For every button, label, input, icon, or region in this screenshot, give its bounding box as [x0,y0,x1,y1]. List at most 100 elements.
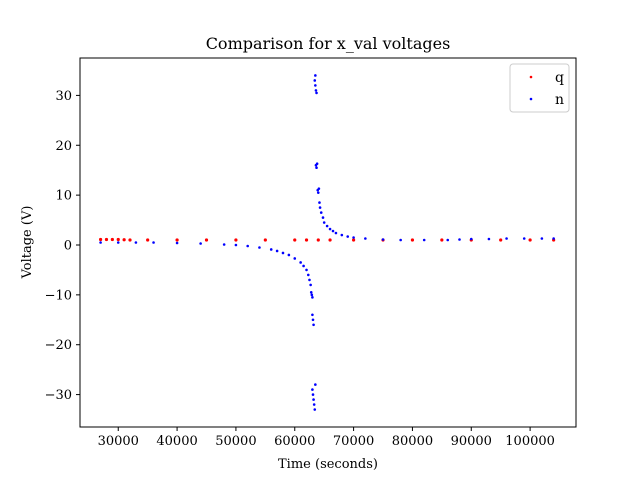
point-n-35 [314,89,318,92]
point-n-19 [308,278,311,282]
y-axis-label: Voltage (V) [20,206,35,280]
point-q-14 [328,238,332,242]
point-n-13 [287,253,291,257]
point-q-21 [528,238,532,242]
x-axis: 30000 40000 50000 60000 70000 80000 90000 10000… [98,427,555,449]
point-n-44 [318,201,321,204]
point-n-61 [458,238,461,241]
x-tick-label-5: 80000 [392,434,433,449]
point-n-48 [322,221,326,224]
point-n-65 [522,237,526,240]
point-n-12 [281,251,285,255]
y-tick-label-4: 10 [55,189,72,204]
point-n-50 [328,227,332,231]
x-tick-label-2: 50000 [215,434,256,449]
point-n-52 [334,231,338,235]
point-q-15 [351,238,356,242]
point-n-5 [199,242,202,245]
x-tick-label-7: 100000 [505,434,555,449]
y-tick-label-6: 30 [55,89,72,104]
y-tick-label-2: −10 [45,288,72,303]
point-q-7 [175,238,179,242]
x-tick-label-6: 90000 [451,434,492,449]
point-n-57 [381,238,385,241]
point-n-55 [352,236,355,239]
y-tick-label-1: −20 [45,338,72,353]
point-q-0 [98,237,103,242]
point-n-33 [313,79,317,82]
point-n-8 [246,244,249,248]
point-n-17 [305,268,308,272]
point-n-21 [309,291,313,294]
point-q-3 [116,237,120,242]
point-n-36 [315,91,318,95]
point-n-39 [315,166,318,169]
point-n-3 [152,241,155,244]
point-q-1 [104,237,109,242]
point-n-45 [318,206,322,209]
legend-marker-q [529,75,533,79]
point-n-0 [99,241,102,244]
legend-label-q: q [555,70,564,86]
point-n-42 [316,191,320,194]
series-n [99,74,555,411]
point-q-12 [304,238,309,242]
point-n-25 [311,318,315,322]
point-n-9 [258,246,261,249]
point-q-4 [122,238,126,242]
point-n-26 [312,323,315,327]
point-n-63 [487,237,491,241]
point-n-56 [364,237,367,240]
point-n-31 [313,408,317,411]
point-n-46 [319,211,323,214]
x-tick-label-1: 40000 [156,434,197,449]
point-n-20 [309,283,312,287]
chart-title: Comparison for x_val voltages [206,34,451,53]
point-n-40 [315,162,319,166]
point-n-15 [299,261,302,264]
point-q-9 [234,238,238,242]
plot-frame [79,57,577,428]
point-n-6 [222,243,226,246]
point-n-14 [293,257,297,260]
plot-area [79,57,577,428]
y-axis: −30 −20 −10 0 10 20 30 [45,89,80,403]
legend-marker-n [529,97,533,101]
point-q-10 [263,238,267,242]
point-q-20 [499,238,503,242]
point-n-59 [422,238,426,242]
point-q-18 [440,238,444,242]
point-n-7 [234,243,238,247]
point-q-2 [110,237,114,242]
point-n-10 [269,248,273,251]
legend-box [509,63,570,113]
point-n-32 [314,383,317,386]
point-n-2 [134,241,138,244]
y-tick-label-5: 20 [55,139,72,154]
x-tick-label-3: 60000 [274,434,315,449]
point-n-24 [311,313,314,317]
point-n-47 [321,216,325,219]
point-n-30 [312,403,316,406]
point-n-23 [311,296,314,299]
point-n-22 [310,293,314,297]
point-n-54 [346,235,350,238]
point-n-60 [446,238,450,242]
point-q-11 [293,238,297,242]
point-n-49 [325,224,329,228]
point-n-11 [275,249,279,253]
point-n-58 [399,238,402,242]
point-n-43 [317,187,321,190]
point-n-37 [314,74,317,77]
point-n-64 [505,237,508,240]
x-axis-label: Time (seconds) [278,457,378,472]
point-q-6 [146,238,150,242]
legend-label-n: n [555,92,564,108]
point-n-29 [312,398,315,401]
legend: qn [509,63,570,113]
point-n-34 [314,84,317,87]
point-n-18 [306,273,310,277]
point-q-13 [316,238,320,242]
point-n-51 [331,229,335,233]
